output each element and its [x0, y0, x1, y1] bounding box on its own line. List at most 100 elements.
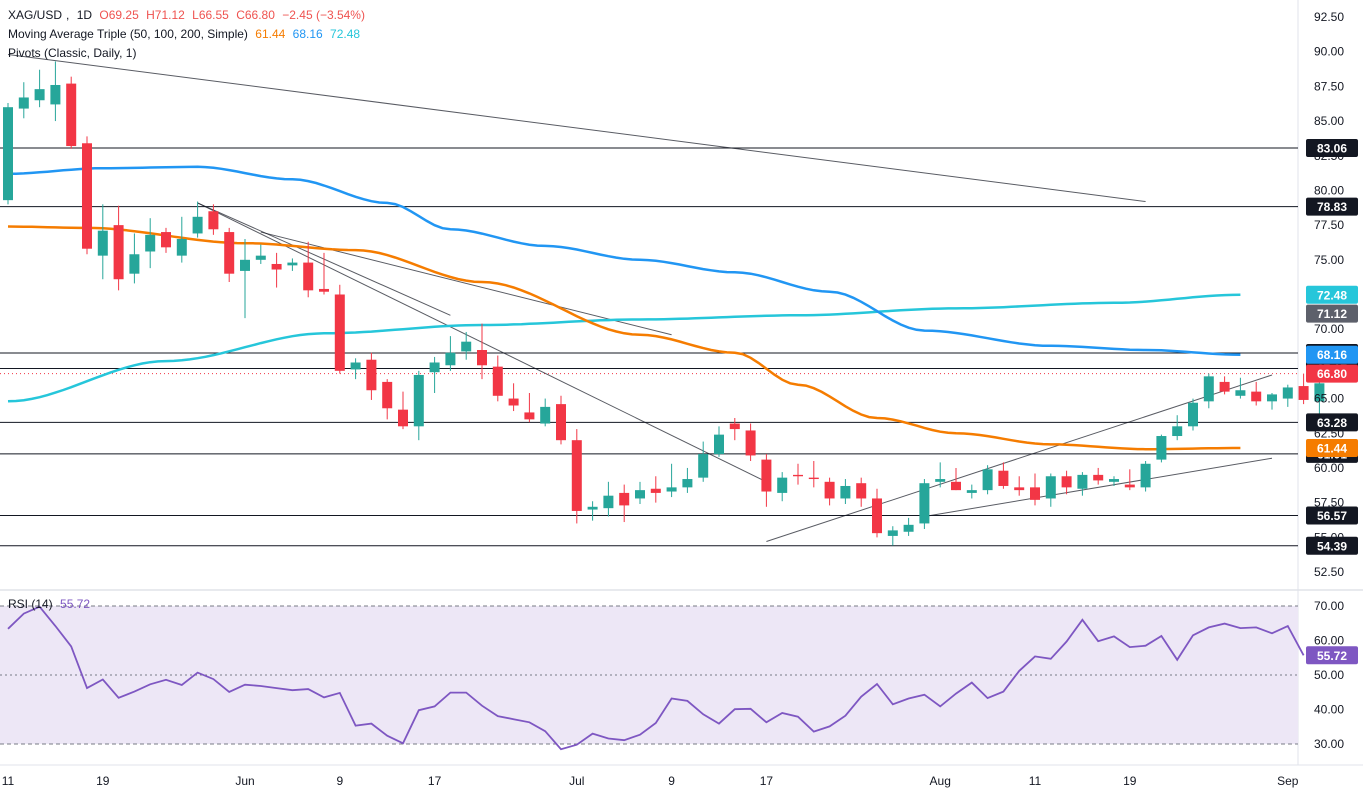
- candle-body: [682, 479, 693, 488]
- candle-44: [698, 441, 709, 482]
- legend-rsi-row[interactable]: RSI (14) 55.72: [8, 597, 94, 611]
- candle-4: [66, 76, 77, 149]
- candle-22: [350, 358, 361, 380]
- candle-1: [18, 82, 29, 119]
- rsi-tick-label: 40.00: [1314, 703, 1344, 717]
- candle-body: [1172, 426, 1183, 437]
- candle-body: [1140, 463, 1151, 488]
- price-tick-label: 77.50: [1314, 218, 1344, 232]
- badge-label: 71.12: [1317, 307, 1347, 321]
- candle-body: [255, 255, 266, 260]
- candle-7: [113, 205, 124, 291]
- candle-body: [840, 485, 851, 499]
- candle-body: [34, 89, 45, 101]
- pivot-badge: 63.28: [1306, 413, 1358, 432]
- candle-body: [1109, 479, 1119, 482]
- candle-body: [824, 481, 835, 499]
- candle-body: [540, 406, 551, 424]
- rsi-tick-label: 30.00: [1314, 737, 1344, 751]
- candle-82: [1298, 373, 1309, 405]
- candle-body: [1188, 402, 1198, 427]
- candle-55: [872, 488, 882, 538]
- price-tick-label: 87.50: [1314, 79, 1344, 93]
- candle-body: [1061, 476, 1072, 488]
- price-tick-label: 90.00: [1314, 45, 1344, 59]
- badge-bg: [1306, 304, 1358, 323]
- price-tick-label: 92.50: [1314, 10, 1344, 24]
- rsi-path: [7, 605, 1305, 751]
- candle-38: [603, 481, 614, 517]
- time-tick-label: 9: [336, 774, 343, 788]
- candle-9: [145, 218, 156, 269]
- candle-body: [619, 492, 630, 506]
- candle-body: [903, 524, 914, 532]
- candle-body: [445, 352, 456, 366]
- candle-body: [714, 434, 724, 455]
- legend-ma-row[interactable]: Moving Average Triple (50, 100, 200, Sim…: [8, 27, 364, 41]
- candle-body: [872, 498, 882, 534]
- candle-24: [382, 379, 393, 420]
- candle-37: [587, 501, 598, 521]
- candle-body: [161, 232, 171, 248]
- ma200-line: [7, 293, 1241, 403]
- candle-42: [666, 463, 677, 498]
- candle-body: [982, 469, 993, 491]
- candle-17: [271, 252, 282, 288]
- ohlc-low: L66.55: [192, 8, 229, 22]
- candle-body: [919, 483, 930, 524]
- pivots-label: Pivots (Classic, Daily, 1): [8, 46, 137, 60]
- time-tick-label: 17: [428, 774, 442, 788]
- badge-label: 66.80: [1317, 367, 1347, 381]
- price-badge: 71.12: [1306, 304, 1358, 323]
- candle-5: [82, 136, 92, 255]
- price-tick-label: 60.00: [1314, 461, 1344, 475]
- symbol-label[interactable]: XAG/USD: [8, 8, 63, 22]
- candle-body: [777, 477, 788, 493]
- candle-16: [255, 244, 266, 264]
- badge-label: 54.39: [1317, 539, 1347, 553]
- candle-34: [540, 398, 551, 427]
- candle-body: [461, 341, 472, 352]
- candle-6: [97, 204, 108, 280]
- badge-label: 68.16: [1317, 348, 1347, 362]
- candle-61: [966, 484, 977, 499]
- candle-body: [666, 487, 677, 492]
- candle-2: [34, 69, 45, 108]
- candle-body: [571, 440, 582, 511]
- candle-12: [192, 201, 203, 238]
- candle-81: [1282, 384, 1293, 407]
- candle-60: [951, 467, 961, 491]
- candle-body: [413, 374, 424, 427]
- candle-body: [587, 506, 598, 510]
- candle-72: [1140, 461, 1151, 492]
- badge-bg: [1306, 646, 1358, 665]
- badge-label: 83.06: [1317, 141, 1347, 155]
- badge-bg: [1306, 197, 1358, 216]
- badge-bg: [1306, 413, 1358, 432]
- pivot-badge: 83.06: [1306, 138, 1358, 157]
- legend-pivots-row[interactable]: Pivots (Classic, Daily, 1): [8, 46, 140, 60]
- candle-body: [635, 490, 645, 499]
- candle-body: [271, 263, 282, 270]
- candle-body: [97, 230, 108, 256]
- candle-body: [1124, 484, 1135, 488]
- candle-73: [1156, 434, 1167, 463]
- candle-body: [1219, 381, 1230, 392]
- candle-body: [1077, 474, 1088, 489]
- candle-21: [334, 284, 345, 374]
- pivot-lines: [0, 147, 1298, 547]
- candle-43: [682, 467, 693, 493]
- pivot-badge: 56.57: [1306, 506, 1358, 525]
- candle-74: [1172, 415, 1183, 441]
- candle-77: [1219, 376, 1230, 395]
- candle-23: [366, 352, 377, 400]
- ma50-line: [7, 225, 1241, 451]
- candle-body: [1267, 394, 1277, 402]
- interval-label[interactable]: 1D: [76, 8, 93, 22]
- candle-body: [3, 107, 13, 201]
- price-tick-label: 80.00: [1314, 183, 1344, 197]
- candle-46: [729, 417, 740, 441]
- candle-50: [793, 463, 803, 485]
- candle-79: [1251, 381, 1262, 406]
